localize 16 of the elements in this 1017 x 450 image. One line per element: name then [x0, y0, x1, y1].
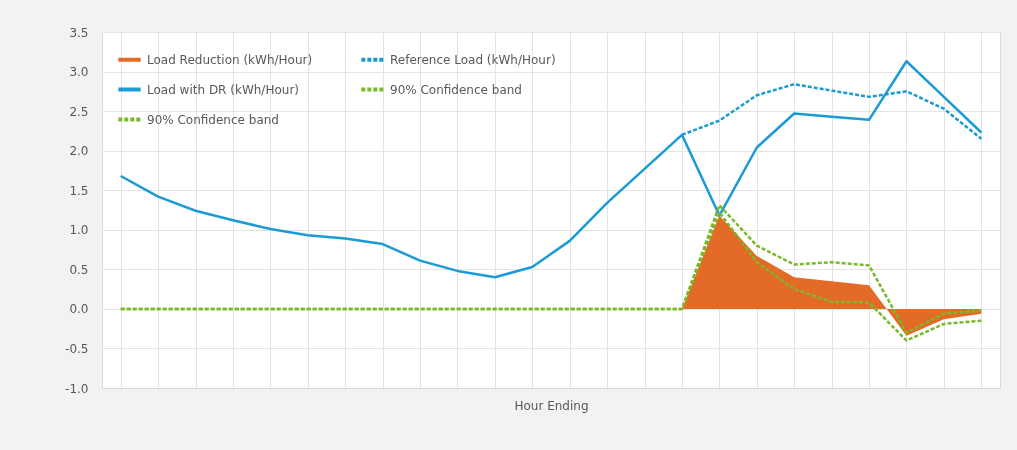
y-tick-label: 3.0 — [69, 65, 89, 80]
legend-label: Load with DR (kWh/Hour) — [147, 82, 299, 97]
y-tick-label: -0.5 — [65, 341, 89, 356]
legend-label: 90% Confidence band — [390, 82, 522, 97]
legend-label: Reference Load (kWh/Hour) — [390, 52, 556, 67]
y-tick-label: 2.5 — [69, 104, 89, 119]
y-tick-label: 1.0 — [69, 223, 89, 238]
y-tick-label: 2.0 — [69, 144, 89, 159]
y-tick-label: 1.5 — [69, 183, 89, 198]
x-axis-title: Hour Ending — [514, 398, 589, 413]
y-tick-label: 0.0 — [69, 302, 89, 317]
y-tick-label: -1.0 — [65, 381, 89, 396]
legend-label: 90% Confidence band — [147, 112, 279, 127]
y-tick-label: 3.5 — [69, 25, 89, 40]
legend-label: Load Reduction (kWh/Hour) — [147, 52, 313, 67]
y-tick-label: 0.5 — [69, 262, 89, 277]
